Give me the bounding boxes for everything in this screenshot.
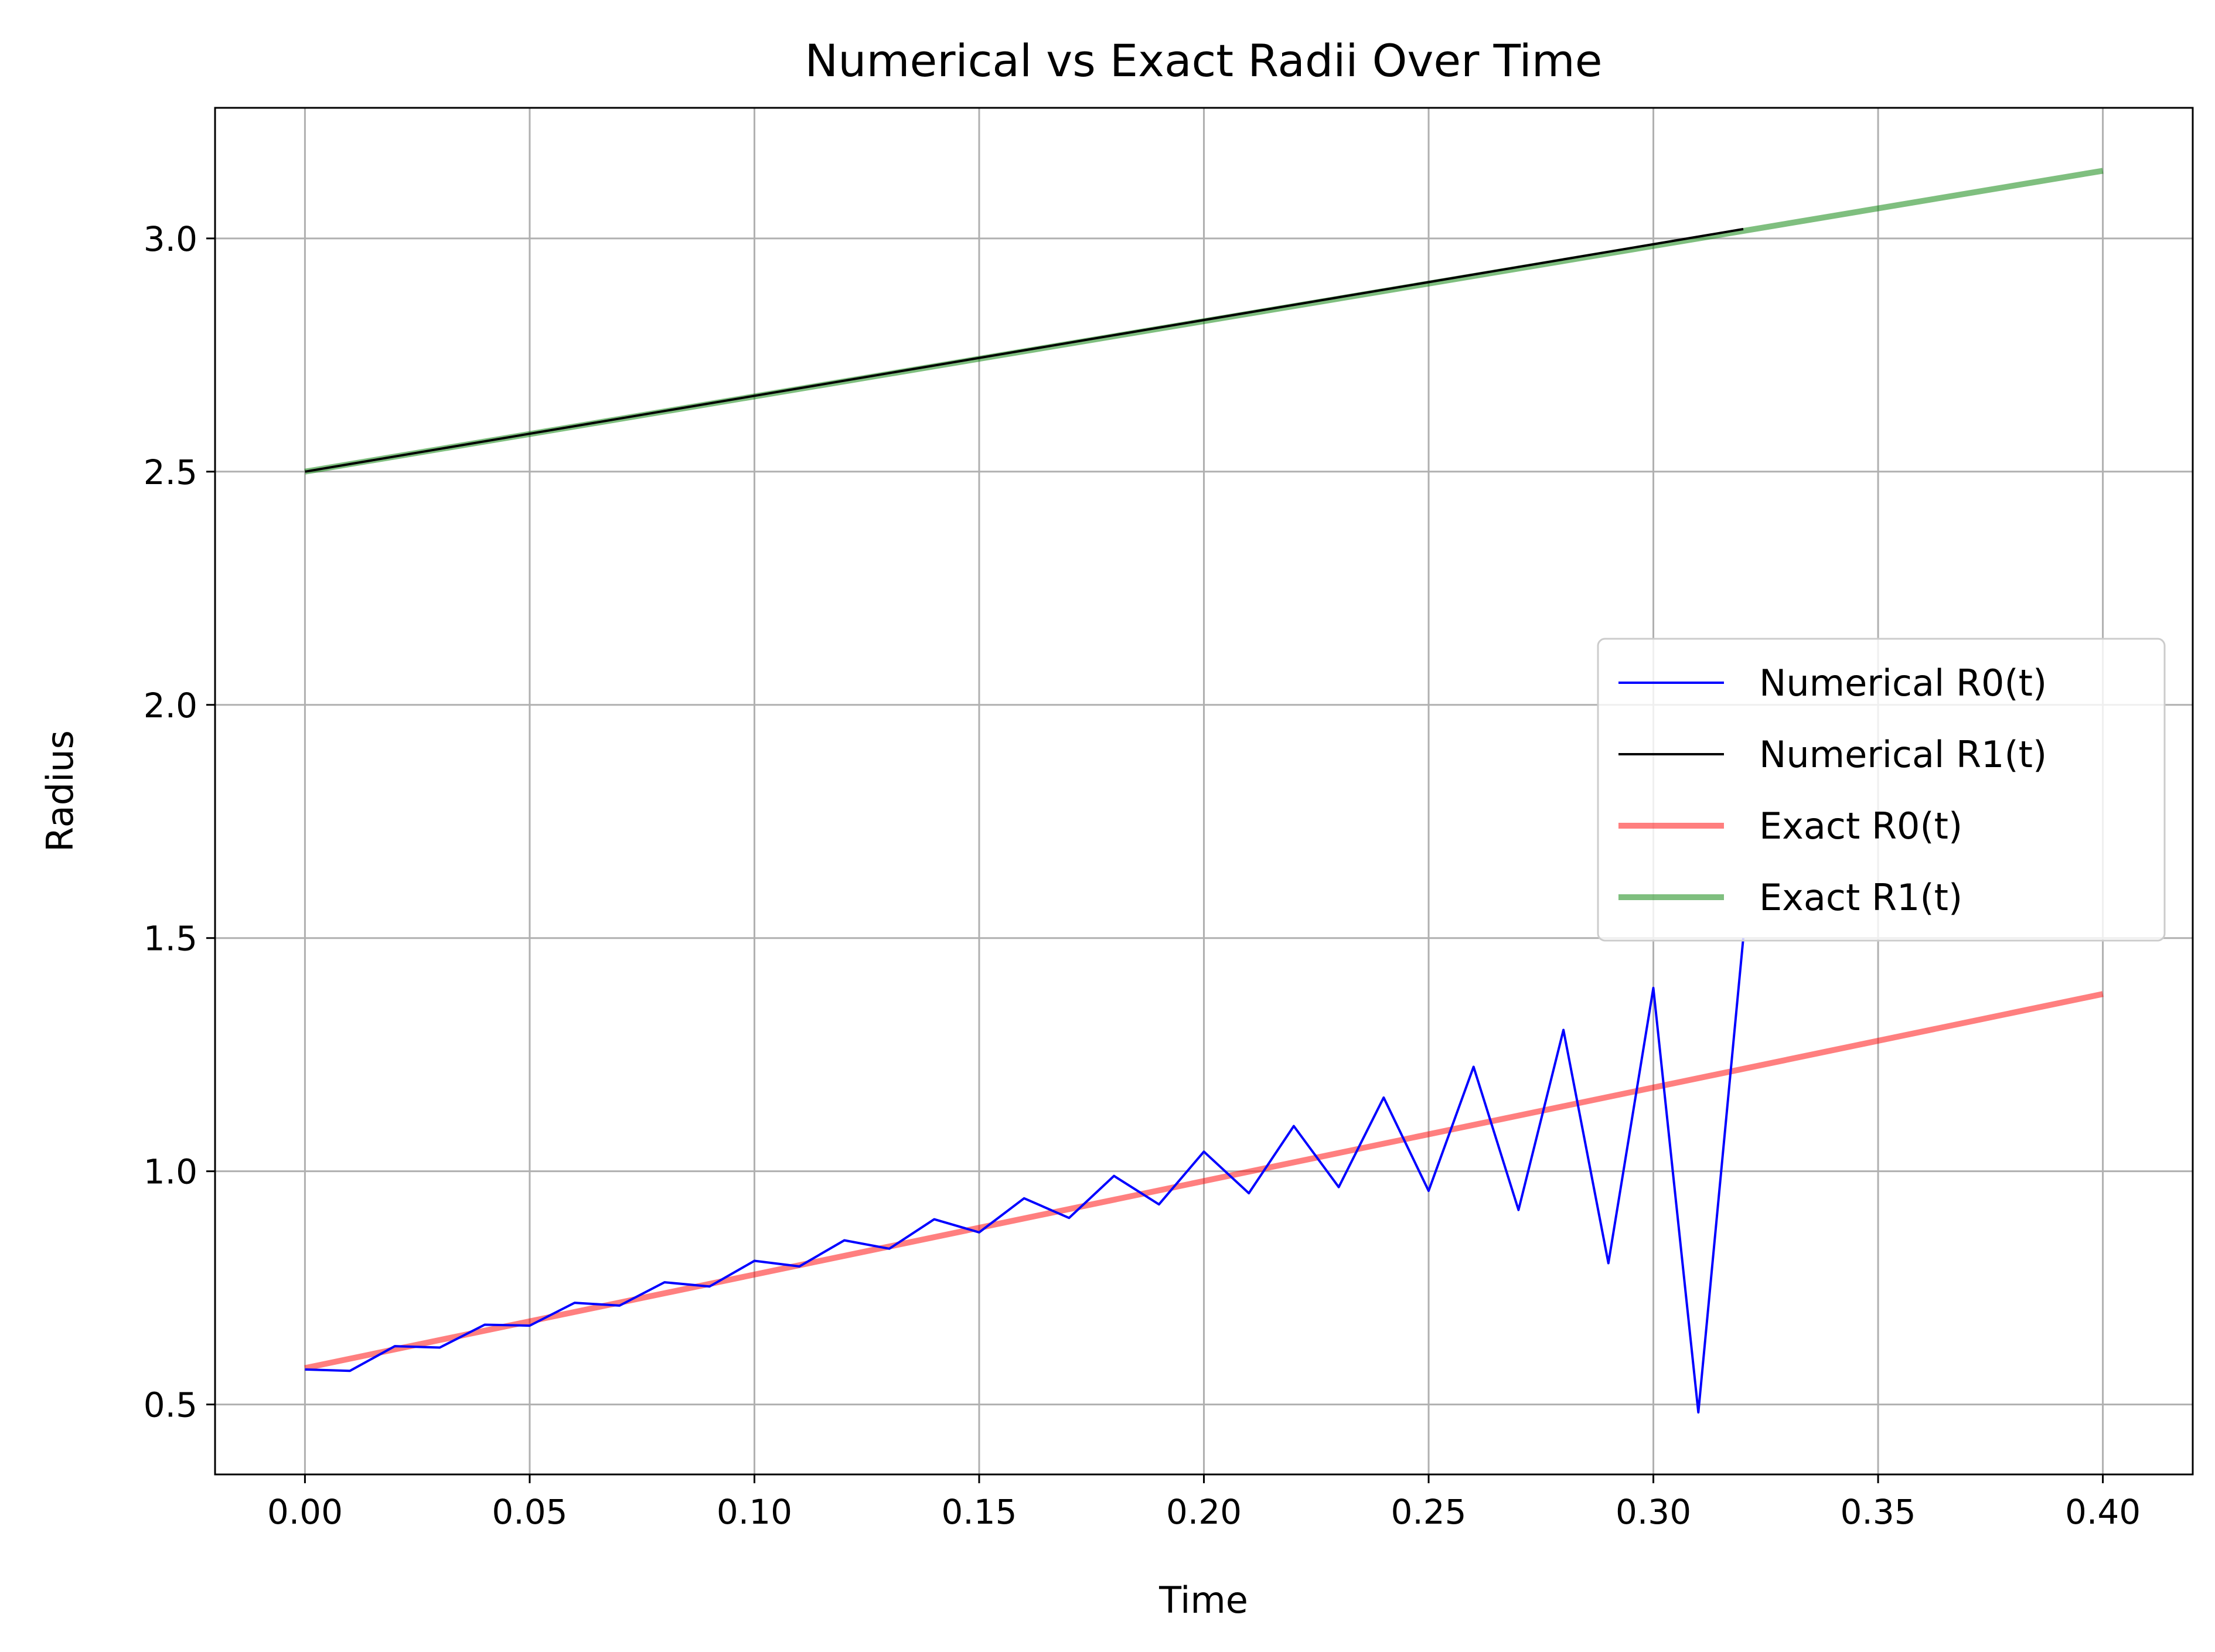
series-layer [304,168,2104,1414]
chart-title: Numerical vs Exact Radii Over Time [805,35,1602,87]
x-tick-label: 0.40 [2065,1492,2141,1532]
legend-label-numerical-r1-t: Numerical R1(t) [1759,733,2047,776]
legend-label-exact-r1-t: Exact R1(t) [1759,876,1962,919]
x-tick-label: 0.10 [717,1492,792,1532]
x-tick-label: 0.20 [1166,1492,1242,1532]
legend-label-exact-r0-t: Exact R0(t) [1759,805,1962,847]
legend-label-numerical-r0-t: Numerical R0(t) [1759,662,2047,704]
x-tick-label: 0.05 [492,1492,567,1532]
y-axis-label: Radius [39,730,81,852]
y-tick-label: 1.5 [144,919,197,959]
x-tick-label: 0.35 [1840,1492,1916,1532]
y-tick-label: 3.0 [144,219,197,259]
series-line-numerical-r1-t [305,227,1744,473]
x-tick-label: 0.15 [941,1492,1017,1532]
y-tick-label: 0.5 [144,1385,197,1425]
y-tick-label: 1.0 [144,1152,197,1192]
y-tick-label: 2.5 [144,452,197,492]
legend: Numerical R0(t) Numerical R1(t) Exact R0(t… [1597,638,2166,942]
y-tick-label: 2.0 [144,686,197,725]
x-tick-label: 0.00 [267,1492,343,1532]
y-axis-ticks: 0.5 1.0 1.5 2.0 2.5 3.0 [144,219,215,1425]
legend-box [1597,638,2166,942]
x-tick-label: 0.25 [1391,1492,1466,1532]
legend-entries: Numerical R0(t) Numerical R1(t) Exact R0(t… [1618,662,2047,919]
x-tick-label: 0.30 [1616,1492,1691,1532]
x-axis-label: Time [1158,1579,1248,1622]
x-axis-ticks: 0.00 0.05 0.10 0.15 0.20 0.25 0.30 0.35 0.40 [267,1474,2141,1532]
series-line-numerical-r0-t [305,938,1744,1414]
